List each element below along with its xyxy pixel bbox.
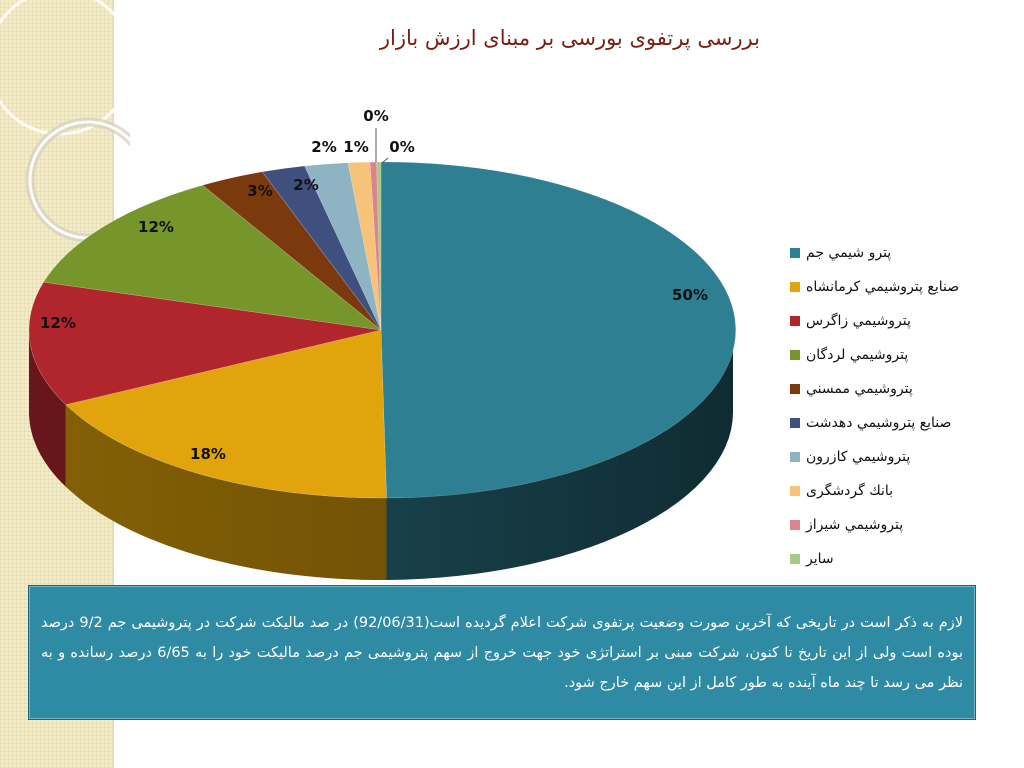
slice-پتروشيمي-ممسني-percent-label: 3% <box>247 182 272 200</box>
legend-item-صنايع-پتروشيمي-دهدشت: صنايع پتروشيمي دهدشت <box>790 406 1000 440</box>
legend-item-ساير: ساير <box>790 542 1000 576</box>
legend-item-بانك-گردشگری: بانك گردشگری <box>790 474 1000 508</box>
pie-side-shading <box>29 330 733 580</box>
chart-legend: پترو شيمي جم صنايع پتروشيمي كرمانشاه پتروش… <box>790 236 1000 576</box>
slice-پتروشيمي-شيراز-percent-label: 0% <box>363 107 388 125</box>
slice-صنايع-پتروشيمي-كرمانشاه-percent-label: 18% <box>190 445 226 463</box>
legend-swatch <box>790 316 800 326</box>
pie-chart: 50% 18% 12% 12% 3% 2% 2% 1% 0%0% <box>28 107 737 580</box>
slice-صنايع-پتروشيمي-دهدشت-percent-label: 2% <box>293 176 318 194</box>
legend-swatch <box>790 248 800 258</box>
legend-item-پتروشيمي-لردگان: پتروشيمي لردگان <box>790 338 1000 372</box>
legend-swatch <box>790 486 800 496</box>
legend-swatch <box>790 384 800 394</box>
slice-پتروشيمي-شيراز <box>369 161 382 331</box>
slice-صنايع-پتروشيمي-دهدشت <box>261 165 382 331</box>
legend-label: صنايع پتروشيمي كرمانشاه <box>806 279 960 295</box>
legend-swatch <box>790 282 800 292</box>
slice-پتروشيمي-لردگان <box>43 184 383 331</box>
slice-ساير-leader-line <box>381 157 389 164</box>
slice-پتروشيمي-لردگان-percent-label: 12% <box>138 218 174 236</box>
pie-side-walls <box>29 330 733 580</box>
note-text: لازم به ذکر است در تاریخی که آخرین صورت … <box>41 615 963 691</box>
legend-item-پتروشيمي-شيراز: پتروشيمي شيراز <box>790 508 1000 542</box>
legend-label: ساير <box>806 551 834 567</box>
legend-item-پتروشيمي-ممسني: پتروشيمي ممسني <box>790 372 1000 406</box>
legend-label: بانك گردشگری <box>806 483 894 499</box>
legend-swatch <box>790 418 800 428</box>
slice-پتروشيمي-كازرون-percent-label: 2% <box>311 138 336 156</box>
pie-top-faces <box>28 161 737 499</box>
slide-title: بررسی پرتفوی بورسی بر مبنای ارزش بازار <box>379 26 760 50</box>
slice-پتروشيمي-ممسني <box>201 171 382 331</box>
legend-swatch <box>790 350 800 360</box>
legend-label: پتروشيمي شيراز <box>806 517 904 533</box>
legend-swatch <box>790 554 800 564</box>
slice-بانك-گردشگری-percent-label: 1% <box>343 138 368 156</box>
slice-پتروشيمي-زاگرس <box>28 281 382 406</box>
legend-item-پتروشيمي-كازرون: پتروشيمي كازرون <box>790 440 1000 474</box>
slice-ساير-percent-label: 0% <box>389 138 414 156</box>
slice-پترو-شيمي-جم <box>380 161 737 499</box>
note-box: لازم به ذکر است در تاریخی که آخرین صورت … <box>28 585 976 720</box>
legend-swatch <box>790 452 800 462</box>
slice-بانك-گردشگری <box>347 161 382 331</box>
legend-label: صنايع پتروشيمي دهدشت <box>806 415 952 431</box>
slice-صنايع-پتروشيمي-كرمانشاه <box>65 329 387 499</box>
legend-item-پترو-شيمي-جم: پترو شيمي جم <box>790 236 1000 270</box>
slice-ساير <box>376 161 382 331</box>
slice-پترو-شيمي-جم-percent-label: 50% <box>672 286 708 304</box>
slice-پتروشيمي-زاگرس-percent-label: 12% <box>40 314 76 332</box>
legend-label: پتروشيمي زاگرس <box>806 313 911 329</box>
legend-item-پتروشيمي-زاگرس: پتروشيمي زاگرس <box>790 304 1000 338</box>
pie-percent-labels: 50% 18% 12% 12% 3% 2% 2% 1% 0%0% <box>40 107 708 463</box>
slice-پتروشيمي-كازرون <box>304 162 382 331</box>
legend-swatch <box>790 520 800 530</box>
legend-label: پتروشيمي لردگان <box>806 347 909 363</box>
pie-leader-lines <box>375 128 389 164</box>
legend-label: پتروشيمي كازرون <box>806 449 911 465</box>
legend-label: پتروشيمي ممسني <box>806 381 913 397</box>
legend-item-صنايع-پتروشيمي-كرمانشاه: صنايع پتروشيمي كرمانشاه <box>790 270 1000 304</box>
legend-label: پترو شيمي جم <box>806 245 892 261</box>
